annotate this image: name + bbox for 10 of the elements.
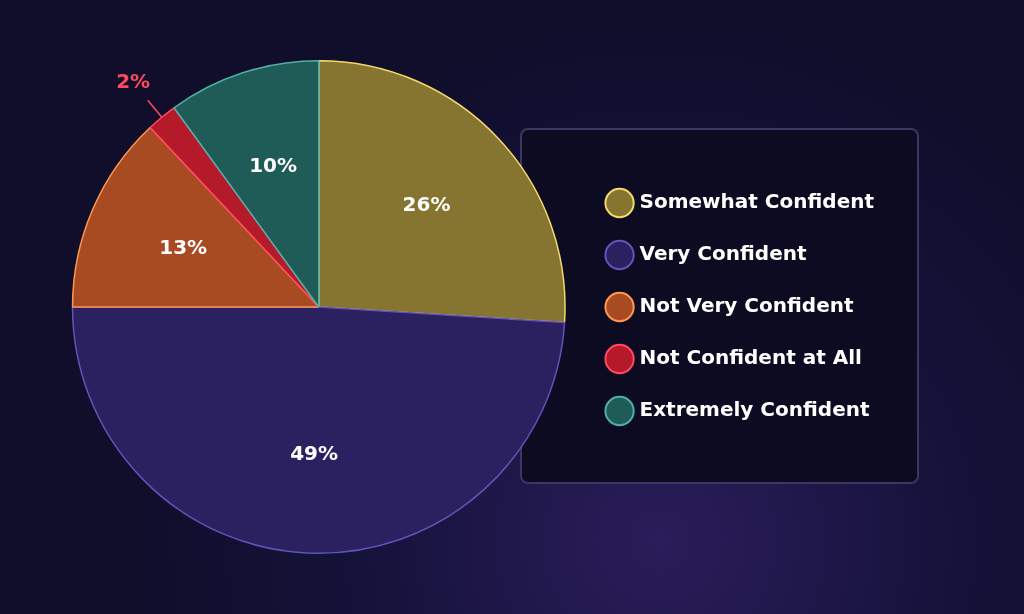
legend-label: Extremely Confident <box>639 397 870 422</box>
legend-label: Somewhat Confident <box>639 189 875 214</box>
data-label: 2% <box>116 68 151 93</box>
legend-label: Not Confident at All <box>639 345 862 370</box>
legend-label: Not Very Confident <box>639 293 854 318</box>
data-label: 26% <box>402 192 451 217</box>
data-label: 13% <box>159 234 208 259</box>
legend-label: Very Confident <box>639 241 807 266</box>
data-label: 49% <box>290 440 339 465</box>
data-label: 10% <box>249 152 298 177</box>
